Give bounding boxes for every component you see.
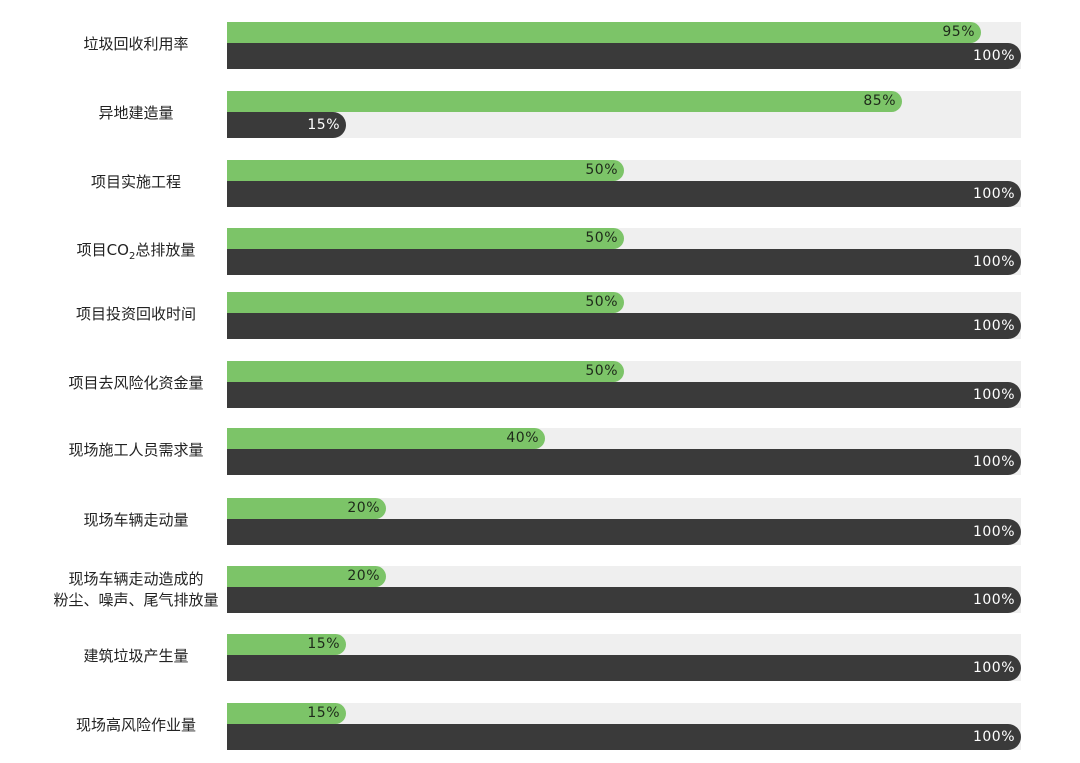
category-label: 项目投资回收时间 bbox=[75, 305, 196, 323]
dark-bar: 100% bbox=[227, 449, 1021, 475]
category-label: 现场施工人员需求量 bbox=[68, 441, 204, 459]
dark-bar: 100% bbox=[227, 382, 1021, 408]
green-bar: 40% bbox=[227, 428, 545, 449]
green-bar: 95% bbox=[227, 22, 981, 43]
subscript: 2 bbox=[128, 251, 136, 262]
green-bar: 50% bbox=[227, 292, 624, 313]
category-label: 项目CO2总排放量 bbox=[76, 241, 196, 262]
dark-bar: 100% bbox=[227, 724, 1021, 750]
dark-bar: 100% bbox=[227, 43, 1021, 69]
category-label: 现场车辆走动量 bbox=[83, 511, 189, 529]
category-label: 现场高风险作业量 bbox=[75, 716, 196, 734]
dark-bar: 15% bbox=[227, 112, 346, 138]
dark-bar: 100% bbox=[227, 655, 1021, 681]
green-bar: 50% bbox=[227, 361, 624, 382]
category-label: 垃圾回收利用率 bbox=[83, 35, 189, 53]
dark-bar: 100% bbox=[227, 181, 1021, 207]
dark-bar: 100% bbox=[227, 249, 1021, 275]
green-bar: 85% bbox=[227, 91, 902, 112]
green-bar: 15% bbox=[227, 703, 346, 724]
green-bar: 20% bbox=[227, 498, 386, 519]
dark-bar: 100% bbox=[227, 587, 1021, 613]
category-label: 项目实施工程 bbox=[90, 173, 181, 191]
category-label: 建筑垃圾产生量 bbox=[83, 647, 189, 665]
category-label: 现场车辆走动造成的 粉尘、噪声、尾气排放量 bbox=[53, 570, 219, 609]
green-bar: 50% bbox=[227, 160, 624, 181]
green-bar: 20% bbox=[227, 566, 386, 587]
green-bar: 50% bbox=[227, 228, 624, 249]
category-label: 异地建造量 bbox=[98, 104, 174, 122]
category-label: 项目去风险化资金量 bbox=[68, 374, 204, 392]
green-bar: 15% bbox=[227, 634, 346, 655]
dark-bar: 100% bbox=[227, 519, 1021, 545]
dark-bar: 100% bbox=[227, 313, 1021, 339]
